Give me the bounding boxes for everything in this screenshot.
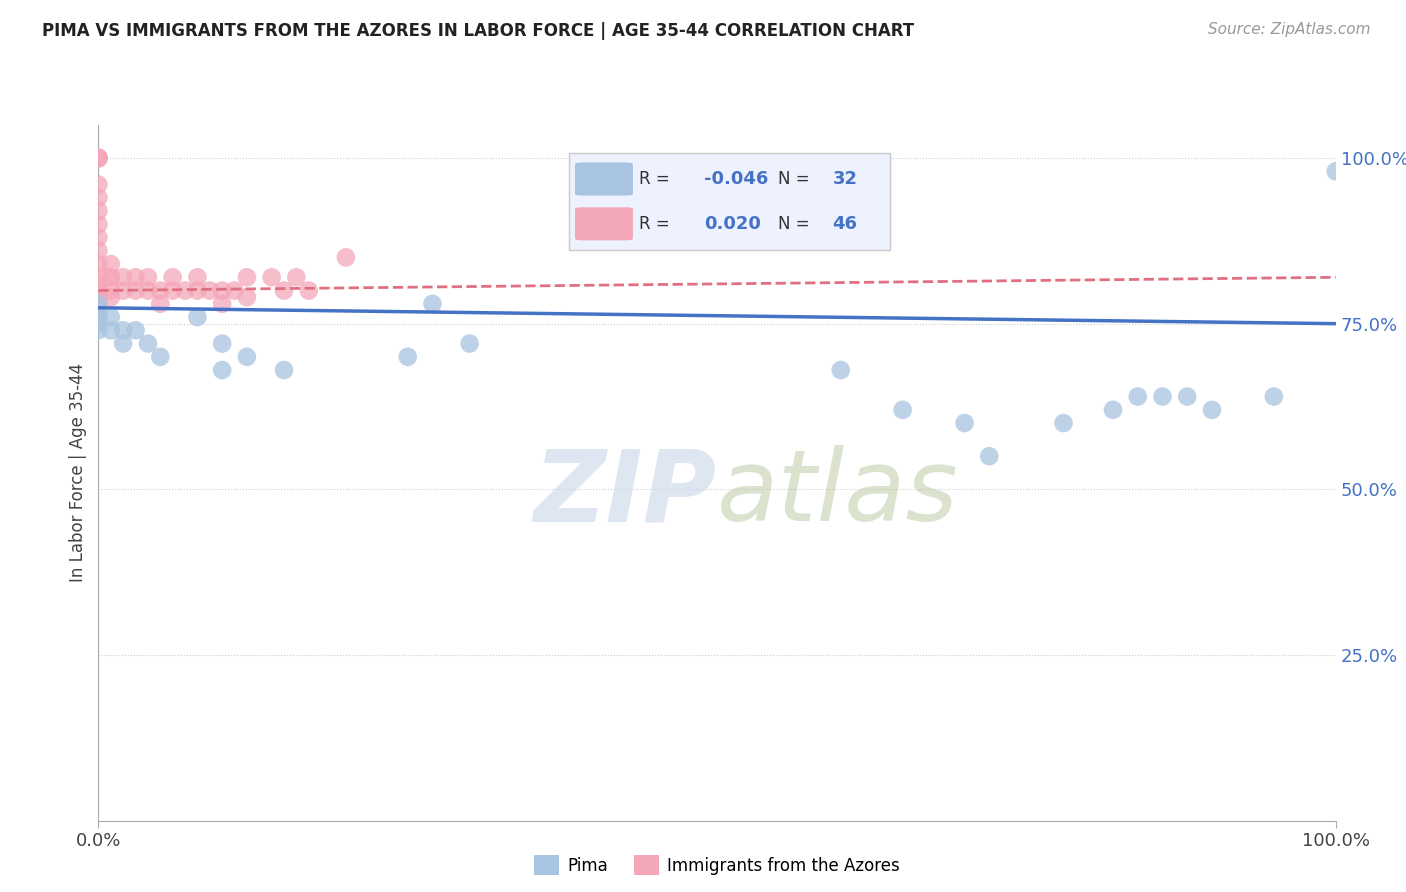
Point <box>112 284 135 298</box>
Point <box>1126 390 1149 404</box>
Point <box>87 204 110 219</box>
Point <box>211 297 233 311</box>
Point <box>273 363 295 377</box>
Point <box>87 151 110 165</box>
Point <box>396 350 419 364</box>
Point <box>1152 390 1174 404</box>
Point <box>830 363 852 377</box>
Point <box>100 323 122 337</box>
Point <box>186 310 208 324</box>
Point <box>335 251 357 265</box>
Point <box>100 270 122 285</box>
Point <box>87 277 110 291</box>
Text: Source: ZipAtlas.com: Source: ZipAtlas.com <box>1208 22 1371 37</box>
Point <box>149 297 172 311</box>
Point <box>87 290 110 304</box>
Point <box>124 323 146 337</box>
Point <box>198 284 221 298</box>
Point <box>87 151 110 165</box>
Legend: Pima, Immigrants from the Azores: Pima, Immigrants from the Azores <box>527 848 907 882</box>
Point <box>100 284 122 298</box>
Point <box>87 191 110 205</box>
Point <box>87 151 110 165</box>
Point <box>87 257 110 271</box>
Point <box>1201 402 1223 417</box>
Point <box>458 336 481 351</box>
Point <box>87 270 110 285</box>
Point <box>136 270 159 285</box>
Point <box>87 297 110 311</box>
Point <box>236 290 259 304</box>
Point <box>273 284 295 298</box>
Point <box>87 244 110 258</box>
Point <box>87 217 110 231</box>
Point <box>87 310 110 324</box>
Point <box>100 310 122 324</box>
Point <box>149 350 172 364</box>
Point <box>186 284 208 298</box>
Point <box>174 284 197 298</box>
Y-axis label: In Labor Force | Age 35-44: In Labor Force | Age 35-44 <box>69 363 87 582</box>
Point <box>1324 164 1347 178</box>
Point <box>100 290 122 304</box>
Point <box>87 284 110 298</box>
Point <box>100 270 122 285</box>
Point <box>124 284 146 298</box>
Point <box>87 151 110 165</box>
Point <box>298 284 321 298</box>
Point <box>87 297 110 311</box>
Point <box>87 323 110 337</box>
Point <box>211 363 233 377</box>
Point <box>236 350 259 364</box>
Point <box>979 449 1001 463</box>
Point <box>87 151 110 165</box>
Point <box>285 270 308 285</box>
Point <box>236 270 259 285</box>
Point <box>1263 390 1285 404</box>
Point <box>260 270 283 285</box>
Text: PIMA VS IMMIGRANTS FROM THE AZORES IN LABOR FORCE | AGE 35-44 CORRELATION CHART: PIMA VS IMMIGRANTS FROM THE AZORES IN LA… <box>42 22 914 40</box>
Point <box>112 336 135 351</box>
Point <box>87 230 110 244</box>
Point <box>1102 402 1125 417</box>
Point <box>224 284 246 298</box>
Point <box>100 257 122 271</box>
Point <box>124 270 146 285</box>
Point <box>112 323 135 337</box>
Text: ZIP: ZIP <box>534 445 717 542</box>
Point <box>162 284 184 298</box>
Point <box>112 270 135 285</box>
Point <box>891 402 914 417</box>
Point <box>149 284 172 298</box>
Text: atlas: atlas <box>717 445 959 542</box>
Point <box>211 336 233 351</box>
Point <box>162 270 184 285</box>
Point <box>422 297 444 311</box>
Point <box>1052 416 1074 430</box>
Point <box>87 303 110 318</box>
Point <box>953 416 976 430</box>
Point <box>87 317 110 331</box>
Point <box>136 336 159 351</box>
Point <box>87 178 110 192</box>
Point <box>1175 390 1198 404</box>
Point <box>186 270 208 285</box>
Point <box>136 284 159 298</box>
Point <box>211 284 233 298</box>
